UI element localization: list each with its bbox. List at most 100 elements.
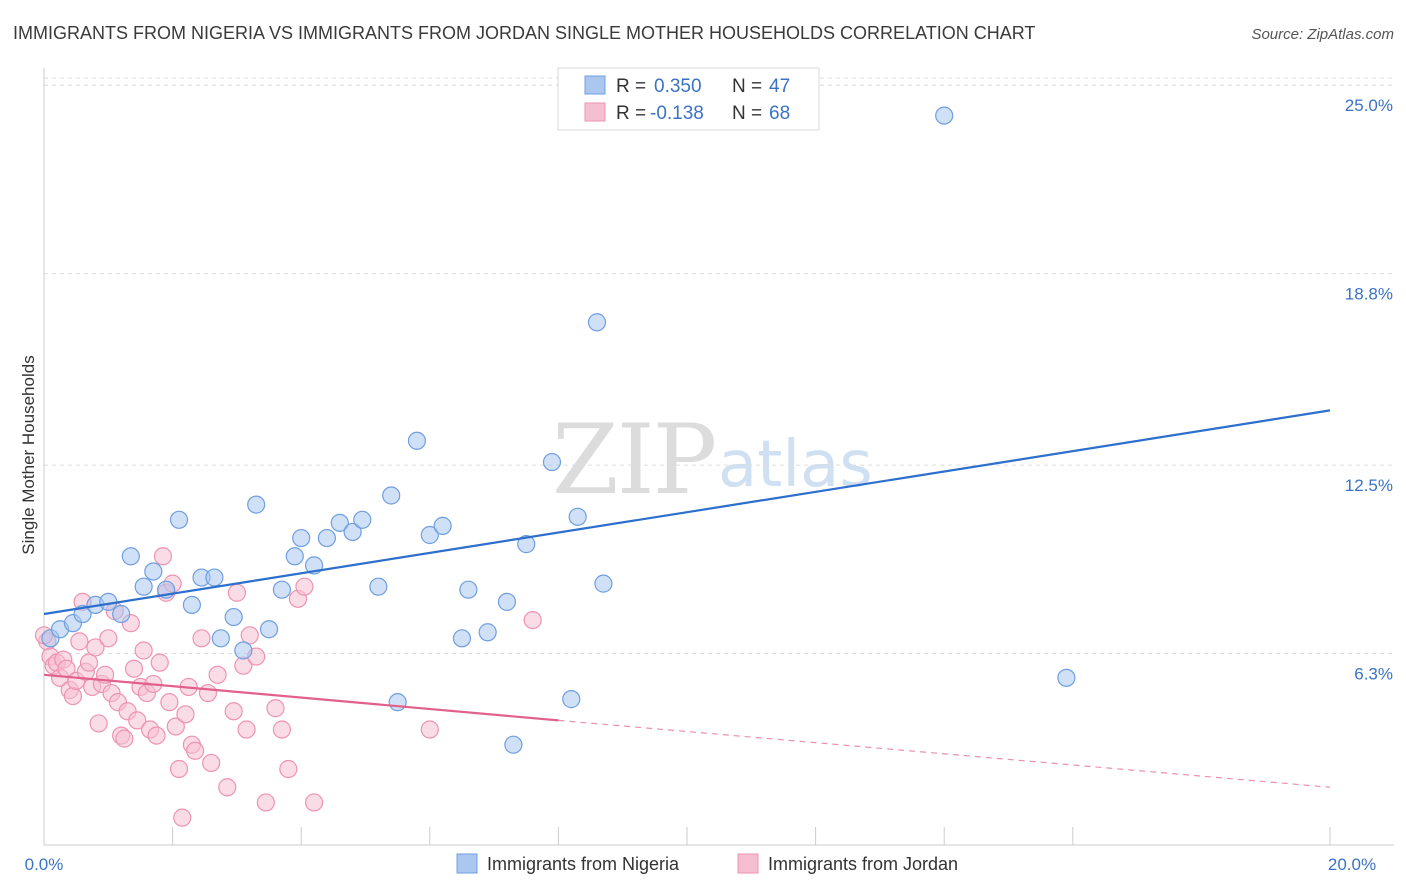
legend-n-value-2: 68	[769, 103, 790, 124]
point-nigeria-39	[517, 535, 536, 554]
point-nigeria-38	[504, 735, 523, 754]
chart-title: IMMIGRANTS FROM NIGERIA VS IMMIGRANTS FR…	[13, 23, 1035, 43]
point-jordan-16	[89, 714, 108, 733]
point-jordan-66	[523, 610, 542, 630]
point-jordan-38	[160, 693, 179, 712]
point-jordan-46	[186, 741, 205, 760]
point-nigeria-35	[459, 580, 478, 599]
point-jordan-28	[128, 711, 147, 730]
point-nigeria-22	[292, 528, 311, 548]
point-nigeria-8	[134, 577, 153, 596]
legend-n-label-2: N =	[732, 103, 762, 124]
bottom-legend-label-jordan: Immigrants from Jordan	[768, 854, 958, 874]
point-jordan-30	[134, 641, 153, 660]
bottom-legend-label-nigeria: Immigrants from Nigeria	[487, 854, 680, 874]
point-nigeria-27	[353, 510, 372, 529]
point-jordan-47	[192, 629, 211, 648]
legend-swatch-jordan	[584, 102, 606, 122]
point-nigeria-44	[594, 574, 613, 593]
point-jordan-19	[99, 629, 118, 648]
point-jordan-53	[227, 583, 246, 602]
bottom-legend: Immigrants from Nigeria Immigrants from …	[456, 853, 958, 874]
point-nigeria-43	[587, 313, 607, 332]
point-jordan-42	[173, 808, 192, 827]
trend-line-extension-jordan	[558, 719, 1331, 788]
point-nigeria-32	[420, 525, 439, 545]
point-nigeria-24	[317, 528, 337, 548]
point-jordan-63	[295, 577, 314, 596]
point-nigeria-16	[224, 607, 243, 627]
point-jordan-13	[79, 653, 99, 672]
watermark-zip: ZIP	[552, 404, 715, 516]
point-jordan-49	[202, 753, 221, 773]
point-nigeria-3	[73, 604, 92, 624]
bottom-legend-swatch-nigeria	[456, 853, 478, 874]
x-tick-max: 20.0%	[1328, 855, 1376, 874]
point-jordan-34	[147, 726, 166, 745]
point-jordan-48	[198, 683, 218, 703]
bottom-legend-swatch-jordan	[737, 853, 759, 874]
legend-r-label-1: R =	[616, 76, 646, 97]
legend-r-value-1: 0.350	[654, 76, 702, 97]
point-jordan-55	[237, 720, 256, 739]
legend-r-label-2: R =	[616, 103, 646, 124]
point-jordan-24	[115, 729, 134, 748]
axes	[43, 68, 1394, 846]
point-nigeria-36	[478, 623, 497, 642]
point-jordan-61	[279, 759, 298, 779]
point-jordan-10	[70, 632, 89, 651]
point-nigeria-14	[205, 568, 224, 587]
point-jordan-59	[266, 699, 285, 718]
point-jordan-35	[150, 653, 169, 672]
point-nigeria-17	[234, 641, 253, 660]
point-jordan-36	[153, 547, 173, 566]
gridlines	[44, 77, 1394, 655]
point-nigeria-11	[169, 510, 189, 529]
legend-n-label-1: N =	[732, 76, 762, 97]
chart-source: Source: ZipAtlas.com	[1251, 26, 1394, 43]
y-tick-label-1: 12.5%	[1345, 476, 1393, 495]
point-jordan-50	[208, 665, 227, 684]
point-nigeria-12	[182, 595, 201, 615]
point-nigeria-40	[542, 452, 562, 472]
point-jordan-15	[86, 638, 105, 657]
legend-box: R = 0.350 N = 47 R = -0.138 N = 68	[557, 67, 820, 131]
point-nigeria-20	[272, 580, 292, 599]
y-tick-label-3: 25.0%	[1345, 96, 1393, 115]
point-nigeria-15	[211, 629, 230, 648]
x-tick-min: 0.0%	[25, 855, 64, 874]
point-jordan-8	[63, 686, 83, 706]
trend-lines	[43, 409, 1331, 788]
point-nigeria-33	[433, 516, 452, 535]
series-nigeria-points	[41, 106, 1076, 754]
point-jordan-58	[256, 793, 275, 812]
point-nigeria-34	[452, 629, 472, 648]
point-nigeria-37	[497, 592, 517, 611]
trend-line-nigeria	[43, 409, 1331, 616]
y-tick-label-2: 18.8%	[1345, 285, 1393, 304]
point-jordan-52	[224, 702, 243, 721]
point-jordan-27	[124, 659, 144, 678]
legend-r-value-2: -0.138	[650, 103, 704, 124]
legend-n-value-1: 47	[769, 76, 790, 97]
point-nigeria-6	[112, 604, 131, 624]
y-tick-label-0: 6.3%	[1354, 665, 1393, 684]
point-nigeria-30	[388, 693, 407, 712]
point-jordan-64	[304, 793, 324, 812]
point-jordan-41	[169, 759, 189, 779]
trend-line-jordan	[43, 673, 559, 722]
point-nigeria-42	[568, 507, 587, 526]
point-nigeria-31	[407, 431, 427, 450]
x-tick-labels: 0.0% 20.0%	[25, 855, 1376, 874]
point-nigeria-7	[121, 547, 140, 566]
point-jordan-56	[240, 626, 259, 645]
point-jordan-60	[272, 720, 292, 739]
point-nigeria-46	[1057, 668, 1076, 687]
point-nigeria-25	[330, 513, 349, 532]
point-nigeria-9	[144, 562, 163, 581]
point-nigeria-18	[247, 495, 266, 514]
point-nigeria-29	[382, 486, 401, 505]
point-jordan-51	[218, 778, 237, 797]
series-jordan-points	[34, 547, 542, 827]
